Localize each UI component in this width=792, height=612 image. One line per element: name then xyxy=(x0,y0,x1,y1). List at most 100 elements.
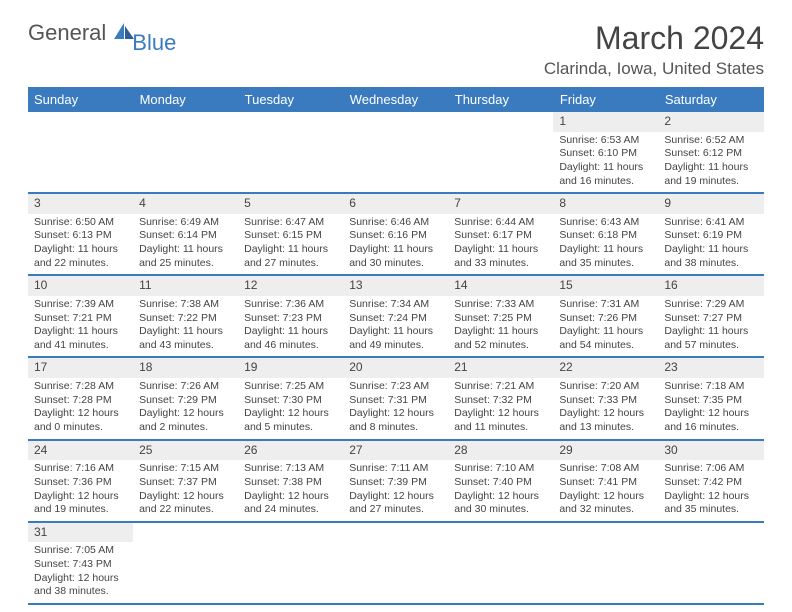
calendar-cell: 6Sunrise: 6:46 AMSunset: 6:16 PMDaylight… xyxy=(343,193,448,275)
calendar-cell: 15Sunrise: 7:31 AMSunset: 7:26 PMDayligh… xyxy=(553,275,658,357)
day-number: 14 xyxy=(448,276,553,296)
day-number: 1 xyxy=(553,112,658,132)
day-number: 17 xyxy=(28,358,133,378)
calendar-cell xyxy=(133,522,238,604)
day-info: Sunrise: 7:16 AMSunset: 7:36 PMDaylight:… xyxy=(28,460,133,521)
day-number: 2 xyxy=(658,112,763,132)
calendar-cell: 3Sunrise: 6:50 AMSunset: 6:13 PMDaylight… xyxy=(28,193,133,275)
day-info: Sunrise: 7:25 AMSunset: 7:30 PMDaylight:… xyxy=(238,378,343,439)
weekday-header: Sunday xyxy=(28,87,133,112)
calendar-cell: 22Sunrise: 7:20 AMSunset: 7:33 PMDayligh… xyxy=(553,357,658,439)
day-number: 27 xyxy=(343,441,448,461)
day-info: Sunrise: 6:43 AMSunset: 6:18 PMDaylight:… xyxy=(553,214,658,275)
calendar-cell: 17Sunrise: 7:28 AMSunset: 7:28 PMDayligh… xyxy=(28,357,133,439)
day-number: 10 xyxy=(28,276,133,296)
day-number: 8 xyxy=(553,194,658,214)
day-info: Sunrise: 7:29 AMSunset: 7:27 PMDaylight:… xyxy=(658,296,763,357)
calendar-cell xyxy=(28,112,133,193)
day-info: Sunrise: 6:41 AMSunset: 6:19 PMDaylight:… xyxy=(658,214,763,275)
calendar-cell: 27Sunrise: 7:11 AMSunset: 7:39 PMDayligh… xyxy=(343,440,448,522)
calendar-row: 17Sunrise: 7:28 AMSunset: 7:28 PMDayligh… xyxy=(28,357,764,439)
day-info: Sunrise: 7:26 AMSunset: 7:29 PMDaylight:… xyxy=(133,378,238,439)
day-info: Sunrise: 7:08 AMSunset: 7:41 PMDaylight:… xyxy=(553,460,658,521)
calendar-cell xyxy=(553,522,658,604)
day-number: 24 xyxy=(28,441,133,461)
day-info: Sunrise: 7:28 AMSunset: 7:28 PMDaylight:… xyxy=(28,378,133,439)
calendar-cell: 10Sunrise: 7:39 AMSunset: 7:21 PMDayligh… xyxy=(28,275,133,357)
day-info: Sunrise: 7:11 AMSunset: 7:39 PMDaylight:… xyxy=(343,460,448,521)
calendar-cell: 1Sunrise: 6:53 AMSunset: 6:10 PMDaylight… xyxy=(553,112,658,193)
calendar-row: 31Sunrise: 7:05 AMSunset: 7:43 PMDayligh… xyxy=(28,522,764,604)
day-number: 26 xyxy=(238,441,343,461)
calendar-cell xyxy=(448,522,553,604)
calendar-cell: 23Sunrise: 7:18 AMSunset: 7:35 PMDayligh… xyxy=(658,357,763,439)
day-info: Sunrise: 6:44 AMSunset: 6:17 PMDaylight:… xyxy=(448,214,553,275)
day-number: 18 xyxy=(133,358,238,378)
calendar-cell: 9Sunrise: 6:41 AMSunset: 6:19 PMDaylight… xyxy=(658,193,763,275)
day-number: 25 xyxy=(133,441,238,461)
calendar-cell: 28Sunrise: 7:10 AMSunset: 7:40 PMDayligh… xyxy=(448,440,553,522)
day-number: 21 xyxy=(448,358,553,378)
day-info: Sunrise: 7:20 AMSunset: 7:33 PMDaylight:… xyxy=(553,378,658,439)
calendar-row: 1Sunrise: 6:53 AMSunset: 6:10 PMDaylight… xyxy=(28,112,764,193)
day-info: Sunrise: 7:39 AMSunset: 7:21 PMDaylight:… xyxy=(28,296,133,357)
day-number: 7 xyxy=(448,194,553,214)
calendar-cell xyxy=(343,522,448,604)
day-info: Sunrise: 6:47 AMSunset: 6:15 PMDaylight:… xyxy=(238,214,343,275)
day-info: Sunrise: 7:31 AMSunset: 7:26 PMDaylight:… xyxy=(553,296,658,357)
calendar-cell: 12Sunrise: 7:36 AMSunset: 7:23 PMDayligh… xyxy=(238,275,343,357)
day-info: Sunrise: 7:38 AMSunset: 7:22 PMDaylight:… xyxy=(133,296,238,357)
day-number: 20 xyxy=(343,358,448,378)
day-info: Sunrise: 6:49 AMSunset: 6:14 PMDaylight:… xyxy=(133,214,238,275)
day-info: Sunrise: 7:36 AMSunset: 7:23 PMDaylight:… xyxy=(238,296,343,357)
day-info: Sunrise: 7:06 AMSunset: 7:42 PMDaylight:… xyxy=(658,460,763,521)
day-info: Sunrise: 7:23 AMSunset: 7:31 PMDaylight:… xyxy=(343,378,448,439)
day-info: Sunrise: 7:05 AMSunset: 7:43 PMDaylight:… xyxy=(28,542,133,603)
calendar-cell: 29Sunrise: 7:08 AMSunset: 7:41 PMDayligh… xyxy=(553,440,658,522)
month-title: March 2024 xyxy=(544,20,764,57)
location: Clarinda, Iowa, United States xyxy=(544,59,764,79)
day-number: 6 xyxy=(343,194,448,214)
calendar-cell xyxy=(658,522,763,604)
day-number: 22 xyxy=(553,358,658,378)
calendar-table: SundayMondayTuesdayWednesdayThursdayFrid… xyxy=(28,87,764,605)
calendar-body: 1Sunrise: 6:53 AMSunset: 6:10 PMDaylight… xyxy=(28,112,764,604)
weekday-header: Wednesday xyxy=(343,87,448,112)
calendar-cell: 26Sunrise: 7:13 AMSunset: 7:38 PMDayligh… xyxy=(238,440,343,522)
calendar-cell xyxy=(448,112,553,193)
calendar-row: 10Sunrise: 7:39 AMSunset: 7:21 PMDayligh… xyxy=(28,275,764,357)
day-info: Sunrise: 6:53 AMSunset: 6:10 PMDaylight:… xyxy=(553,132,658,193)
day-info: Sunrise: 7:18 AMSunset: 7:35 PMDaylight:… xyxy=(658,378,763,439)
day-info: Sunrise: 7:15 AMSunset: 7:37 PMDaylight:… xyxy=(133,460,238,521)
weekday-header: Thursday xyxy=(448,87,553,112)
day-number: 15 xyxy=(553,276,658,296)
day-info: Sunrise: 7:10 AMSunset: 7:40 PMDaylight:… xyxy=(448,460,553,521)
day-number: 5 xyxy=(238,194,343,214)
calendar-cell: 24Sunrise: 7:16 AMSunset: 7:36 PMDayligh… xyxy=(28,440,133,522)
weekday-header: Friday xyxy=(553,87,658,112)
calendar-cell xyxy=(238,522,343,604)
calendar-cell: 16Sunrise: 7:29 AMSunset: 7:27 PMDayligh… xyxy=(658,275,763,357)
day-info: Sunrise: 7:34 AMSunset: 7:24 PMDaylight:… xyxy=(343,296,448,357)
calendar-cell: 31Sunrise: 7:05 AMSunset: 7:43 PMDayligh… xyxy=(28,522,133,604)
calendar-cell: 8Sunrise: 6:43 AMSunset: 6:18 PMDaylight… xyxy=(553,193,658,275)
calendar-cell: 2Sunrise: 6:52 AMSunset: 6:12 PMDaylight… xyxy=(658,112,763,193)
calendar-cell xyxy=(133,112,238,193)
calendar-row: 24Sunrise: 7:16 AMSunset: 7:36 PMDayligh… xyxy=(28,440,764,522)
calendar-cell: 30Sunrise: 7:06 AMSunset: 7:42 PMDayligh… xyxy=(658,440,763,522)
day-info: Sunrise: 7:13 AMSunset: 7:38 PMDaylight:… xyxy=(238,460,343,521)
calendar-cell: 20Sunrise: 7:23 AMSunset: 7:31 PMDayligh… xyxy=(343,357,448,439)
calendar-cell: 19Sunrise: 7:25 AMSunset: 7:30 PMDayligh… xyxy=(238,357,343,439)
day-number: 30 xyxy=(658,441,763,461)
calendar-cell: 14Sunrise: 7:33 AMSunset: 7:25 PMDayligh… xyxy=(448,275,553,357)
day-info: Sunrise: 7:33 AMSunset: 7:25 PMDaylight:… xyxy=(448,296,553,357)
day-number: 4 xyxy=(133,194,238,214)
day-info: Sunrise: 7:21 AMSunset: 7:32 PMDaylight:… xyxy=(448,378,553,439)
weekday-header: Monday xyxy=(133,87,238,112)
day-info: Sunrise: 6:52 AMSunset: 6:12 PMDaylight:… xyxy=(658,132,763,193)
calendar-cell: 5Sunrise: 6:47 AMSunset: 6:15 PMDaylight… xyxy=(238,193,343,275)
calendar-row: 3Sunrise: 6:50 AMSunset: 6:13 PMDaylight… xyxy=(28,193,764,275)
day-number: 19 xyxy=(238,358,343,378)
weekday-header: Tuesday xyxy=(238,87,343,112)
day-info: Sunrise: 6:50 AMSunset: 6:13 PMDaylight:… xyxy=(28,214,133,275)
